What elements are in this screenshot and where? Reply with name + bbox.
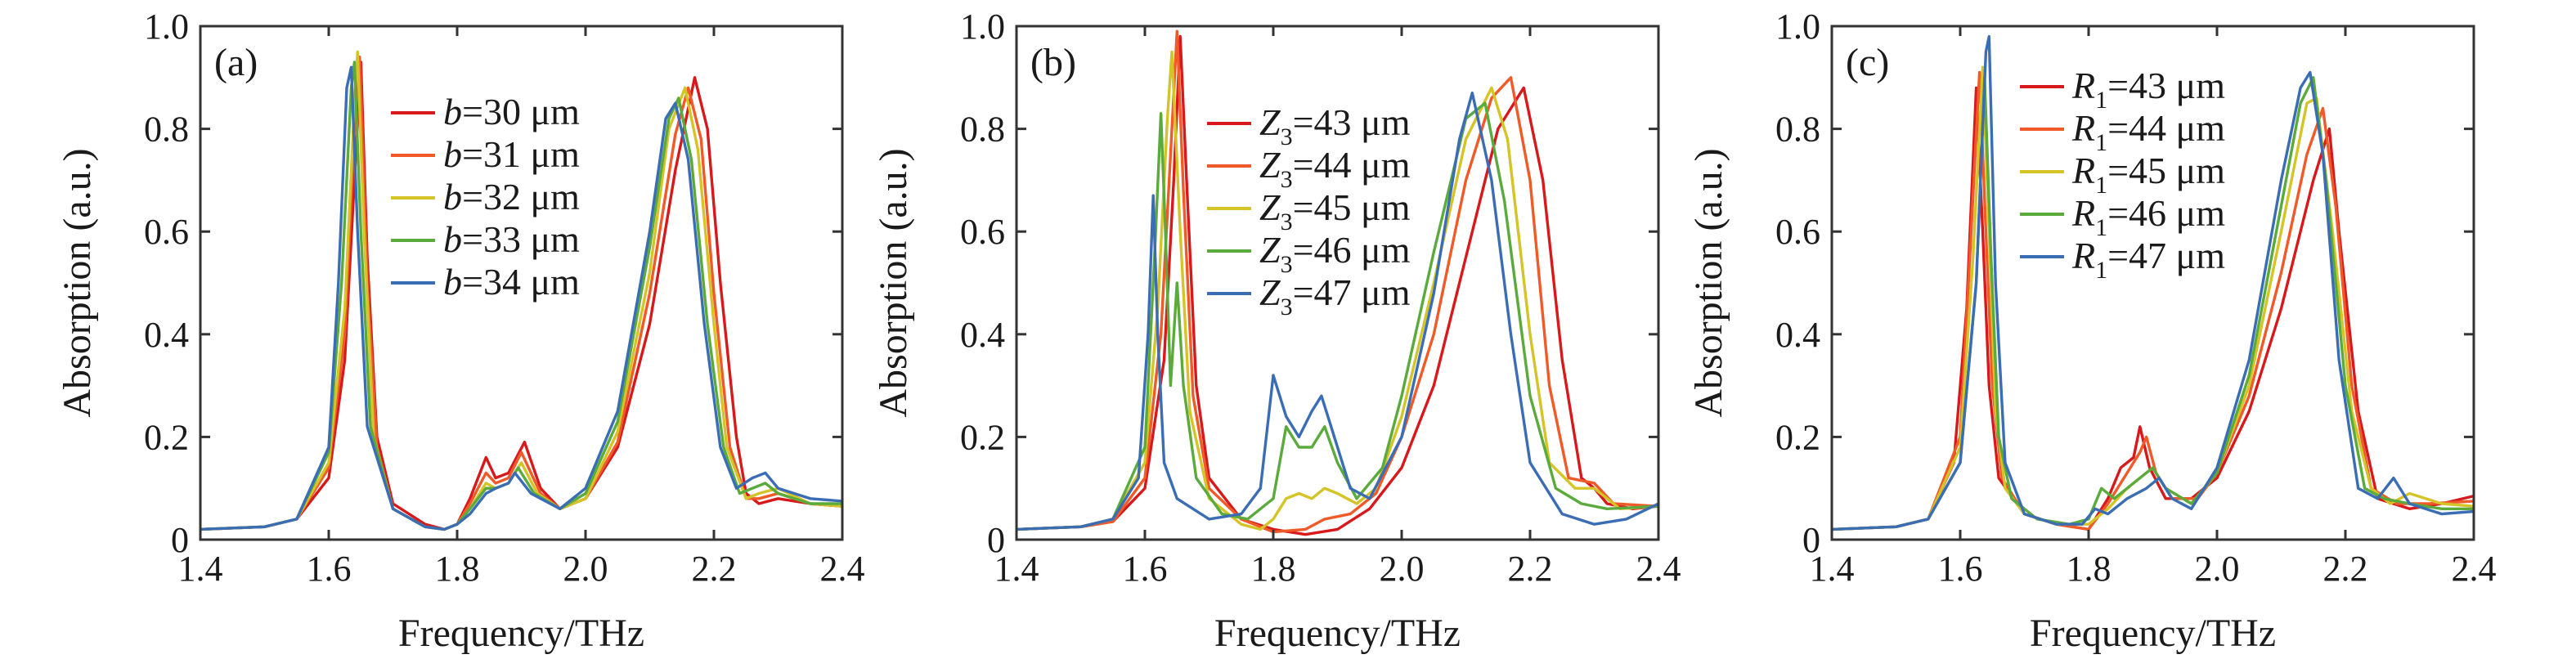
y-tick-label: 0.4	[960, 315, 1005, 355]
chart-panel-b: 1.4 1.6 1.8 2.0 2.2 2.4 0 0.2 0.4 0.6 0.8 1.0 Freque…	[872, 7, 1681, 655]
x-tick-label: 2.0	[2195, 549, 2240, 589]
y-tick-label: 0	[171, 520, 189, 560]
y-tick-label: 0	[1802, 520, 1820, 560]
legend-entry: b=30 μm	[443, 91, 580, 132]
y-tick-label: 0.8	[960, 110, 1005, 150]
y-axis-title: Absorption (a.u.)	[56, 148, 99, 417]
y-tick-label: 0.6	[960, 212, 1005, 252]
legend-entry: R1=46 μm	[2071, 192, 2225, 241]
panel-label: (b)	[1030, 41, 1076, 84]
plot-area	[1016, 29, 1658, 536]
y-tick-label: 0.6	[1775, 212, 1820, 252]
x-tick-label: 2.4	[820, 549, 865, 589]
legend-entry: Z3=44 μm	[1259, 144, 1411, 193]
legend-entry: b=34 μm	[443, 261, 580, 303]
y-tick-label: 0.4	[1775, 315, 1820, 355]
x-axis-title: Frequency/THz	[398, 612, 644, 655]
y-tick-label: 0.2	[144, 417, 189, 457]
series-line-3	[1016, 50, 1658, 531]
y-tick-label: 0	[987, 520, 1005, 560]
legend-entry: R1=43 μm	[2071, 65, 2225, 114]
y-tick-label: 1.0	[144, 7, 189, 47]
x-tick-label: 1.8	[1251, 549, 1296, 589]
series-line-5	[1832, 34, 2474, 531]
panel-label: (a)	[214, 41, 258, 84]
x-tick-label: 1.6	[307, 549, 352, 589]
series-line-1	[1832, 86, 2474, 531]
legend-entry: Z3=47 μm	[1259, 271, 1411, 321]
y-tick-label: 0.2	[1775, 417, 1820, 457]
legend-entry: Z3=43 μm	[1259, 101, 1411, 150]
legend-entry: b=31 μm	[443, 133, 580, 175]
series-line-5	[1016, 91, 1658, 531]
legend-entry: b=33 μm	[443, 218, 580, 260]
x-tick-label: 2.2	[692, 549, 737, 589]
plot-area	[1832, 34, 2474, 531]
series-line-2	[1832, 70, 2474, 531]
y-tick-label: 0.6	[144, 212, 189, 252]
x-tick-label: 2.2	[2323, 549, 2368, 589]
x-tick-label: 1.8	[435, 549, 480, 589]
series-line-4	[1016, 101, 1658, 531]
y-tick-label: 0.2	[960, 417, 1005, 457]
legend-entry: R1=47 μm	[2071, 235, 2225, 284]
y-tick-label: 1.0	[1775, 7, 1820, 47]
legend-entry: Z3=45 μm	[1259, 186, 1411, 235]
y-axis-title: Absorption (a.u.)	[872, 148, 915, 417]
legend: b=30 μmb=31 μmb=32 μmb=33 μmb=34 μm	[391, 91, 580, 303]
x-axis-title: Frequency/THz	[1214, 612, 1461, 655]
plot-frame	[1015, 25, 1660, 541]
panel-label: (c)	[1846, 41, 1889, 84]
y-tick-label: 1.0	[960, 7, 1005, 47]
x-tick-label: 2.0	[1380, 549, 1425, 589]
series-line-5	[200, 65, 842, 531]
x-axis-title: Frequency/THz	[2030, 612, 2276, 655]
x-tick-label: 1.4	[1810, 549, 1855, 589]
legend-entry: Z3=46 μm	[1259, 229, 1411, 278]
y-axis-title: Absorption (a.u.)	[1687, 148, 1730, 417]
y-tick-label: 0.8	[1775, 110, 1820, 150]
x-tick-label: 2.2	[1508, 549, 1553, 589]
chart-panel-c: 1.4 1.6 1.8 2.0 2.2 2.4 0 0.2 0.4 0.6 0.8 1.0 Freque…	[1687, 7, 2497, 655]
chart-panel-a: 1.4 1.6 1.8 2.0 2.2 2.4 0 0.2 0.4 0.6 0.8 1.0 Freque…	[56, 7, 865, 655]
legend-entry: R1=44 μm	[2071, 107, 2225, 156]
y-tick-label: 0.8	[144, 110, 189, 150]
legend-entry: b=32 μm	[443, 176, 580, 217]
plot-area	[200, 50, 842, 531]
x-tick-label: 1.8	[2067, 549, 2112, 589]
x-tick-label: 2.0	[563, 549, 608, 589]
series-line-2	[1016, 29, 1658, 534]
y-tick-label: 0.4	[144, 315, 189, 355]
x-tick-label: 2.4	[2452, 549, 2497, 589]
plot-frame	[1830, 25, 2475, 541]
x-tick-label: 1.6	[1938, 549, 1983, 589]
x-tick-label: 1.6	[1123, 549, 1168, 589]
plot-frame	[199, 25, 844, 541]
legend-entry: R1=45 μm	[2071, 150, 2225, 199]
x-tick-label: 2.4	[1636, 549, 1681, 589]
x-tick-label: 1.4	[994, 549, 1039, 589]
x-tick-label: 1.4	[178, 549, 223, 589]
